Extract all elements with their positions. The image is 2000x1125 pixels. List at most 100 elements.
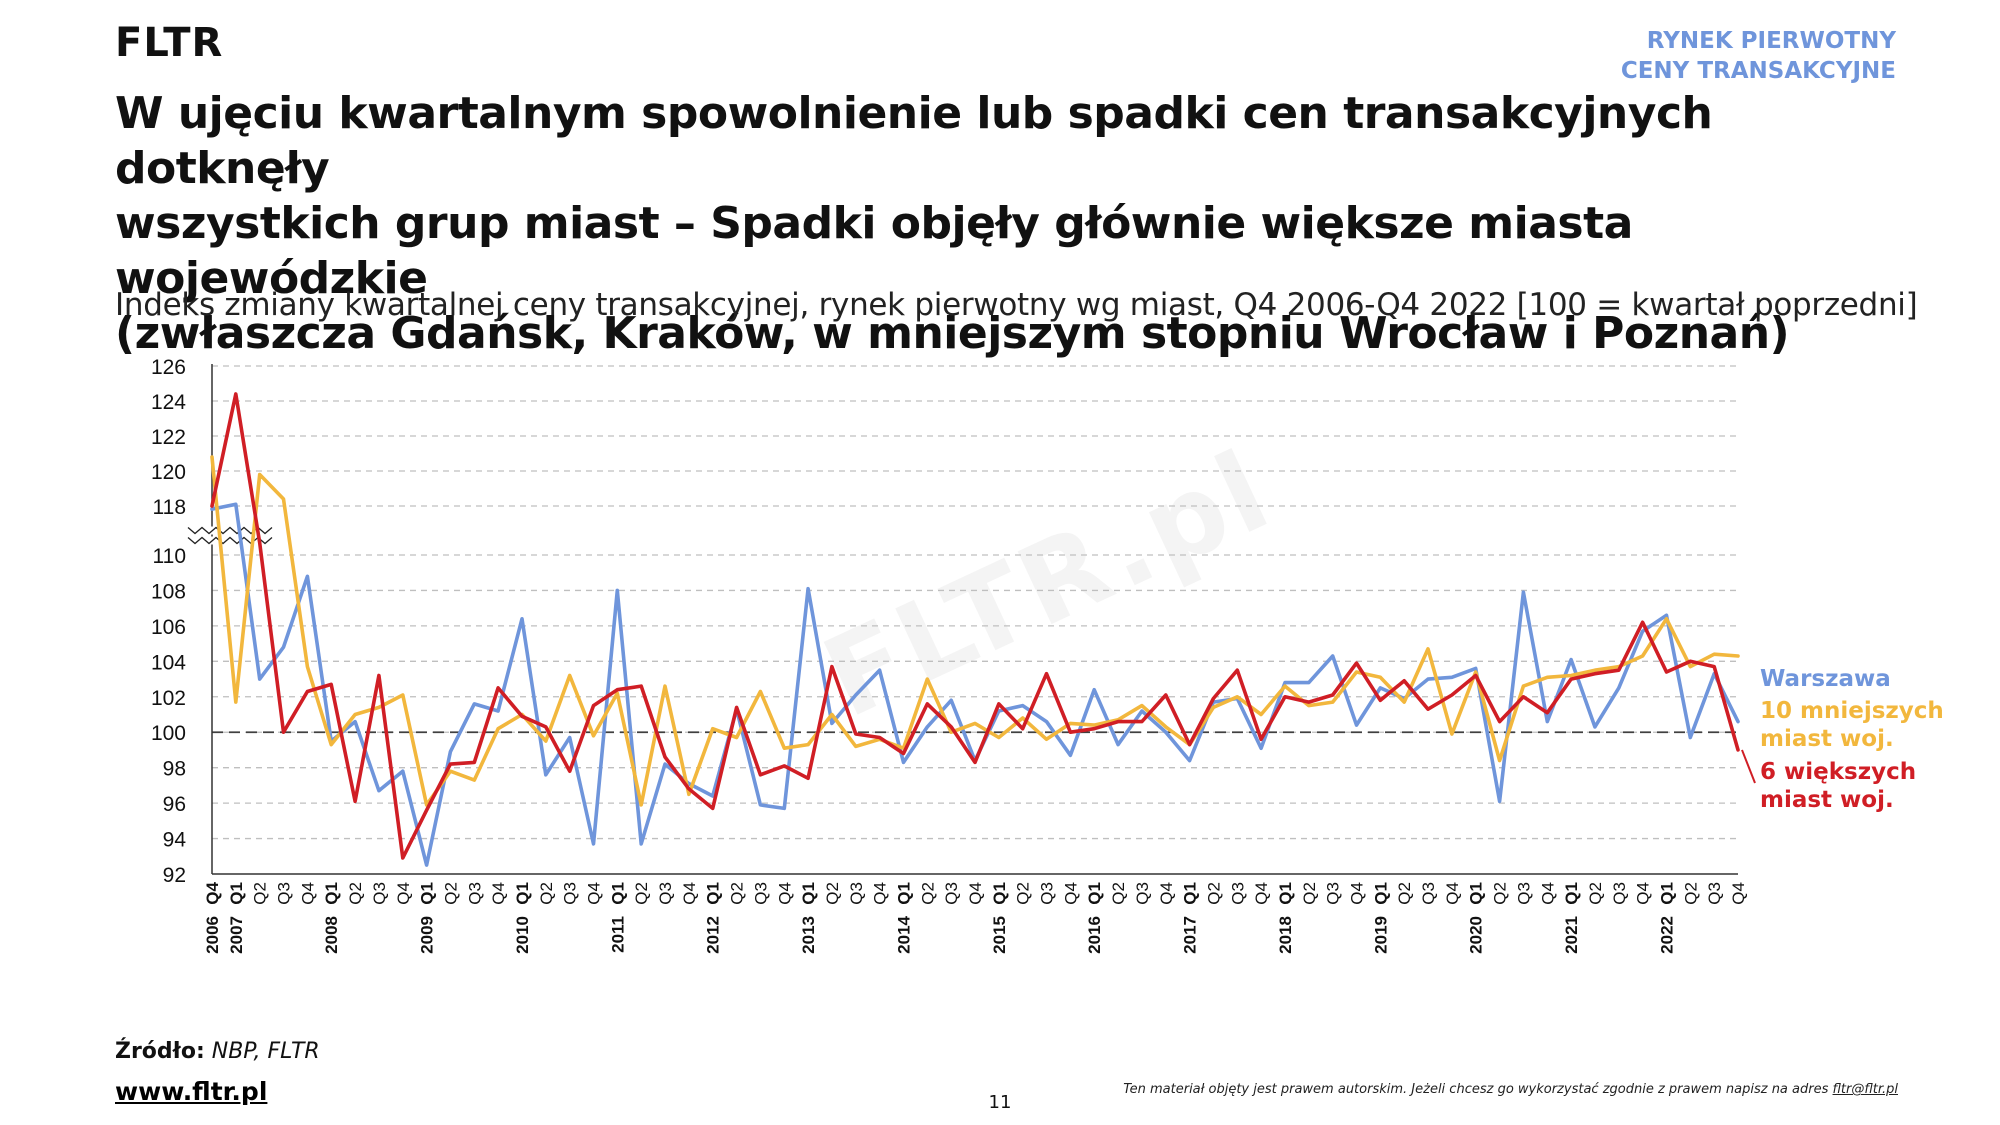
x-tick-label: Q4 [1538,882,1557,905]
series-line-mniejsze [210,455,1740,807]
y-tick-label: 92 [163,864,186,887]
x-year-label: 2018 [1276,916,1295,954]
x-tick-label: Q3 [1228,882,1247,905]
x-tick-label: Q3 [942,882,961,905]
source-label: Źródło: [115,1039,205,1064]
y-tick-label: 118 [153,496,186,519]
x-tick-label: Q1 [1181,882,1200,905]
x-tick-label: Q4 [1252,882,1271,905]
x-tick-label: Q4 [871,882,890,905]
x-tick-label: Q1 [1657,882,1676,905]
y-tick-label: 110 [153,545,186,568]
x-year-label: 2011 [608,916,627,953]
legend-wieksze: 6 większych miast woj. [1760,758,1916,814]
x-year-label: 2008 [322,916,341,954]
copyright-email[interactable]: fltr@fltr.pl [1832,1082,1898,1097]
source-text: NBP, FLTR [211,1039,320,1064]
x-tick-label: Q3 [1038,882,1057,905]
x-tick-label: Q4 [298,882,317,905]
x-tick-label: Q1 [322,882,341,905]
page-title-line1: W ujęciu kwartalnym spowolnienie lub spa… [115,88,1713,194]
axis-break-mask [186,536,274,545]
x-tick-label: Q1 [608,882,627,905]
series-line-warszawa [210,502,1740,867]
source-note: Źródło: NBP, FLTR [115,1039,320,1064]
x-tick-label: Q2 [632,882,651,905]
section-label-line2: CENY TRANSAKCYJNE [1620,58,1896,84]
x-tick-label: Q4 [1061,882,1080,905]
x-tick-label: Q4 [203,881,222,904]
y-tick-label: 96 [163,793,186,816]
x-year-label: 2017 [1181,916,1200,954]
x-tick-label: Q3 [1324,882,1343,905]
legend-wieksze-line2: miast woj. [1760,787,1894,813]
y-tick-label: 124 [151,391,186,414]
x-year-label: 2016 [1085,916,1104,954]
x-tick-label: Q2 [1204,882,1223,905]
x-tick-label: Q3 [275,882,294,905]
x-year-label: 2009 [418,916,437,954]
x-tick-label: Q3 [561,882,580,905]
x-year-label: 2019 [1371,916,1390,954]
x-year-label: 2012 [704,916,723,954]
copyright-text: Ten materiał objęty jest prawem autorski… [1123,1082,1829,1097]
x-tick-label: Q3 [1133,882,1152,905]
x-tick-label: Q1 [990,882,1009,905]
x-tick-label: Q1 [418,882,437,905]
x-tick-label: Q2 [823,882,842,905]
x-tick-label: Q4 [966,882,985,905]
x-tick-label: Q2 [1014,882,1033,905]
legend-mniejsze: 10 mniejszych miast woj. [1760,697,1944,753]
x-tick-label: Q4 [1157,882,1176,905]
x-tick-label: Q2 [537,882,556,905]
x-tick-label: Q3 [847,882,866,905]
website-link[interactable]: www.fltr.pl [115,1077,268,1106]
x-tick-label: Q2 [251,882,270,905]
x-tick-label: Q2 [1586,882,1605,905]
x-tick-label: Q2 [441,882,460,905]
page-title-line3: (zwłaszcza Gdańsk, Kraków, w mniejszym s… [115,308,1790,359]
x-tick-label: Q4 [585,882,604,905]
x-tick-label: Q3 [1610,882,1629,905]
x-year-label: 2022 [1657,916,1676,954]
x-tick-label: Q2 [1681,882,1700,905]
y-tick-label: 102 [151,687,186,710]
x-tick-label: Q4 [680,882,699,905]
x-tick-label: Q4 [489,882,508,905]
legend-warszawa: Warszawa [1760,666,1891,692]
x-tick-label: Q1 [227,882,246,905]
x-tick-label: Q3 [1514,882,1533,905]
x-tick-label: Q1 [1562,882,1581,905]
series-line-wieksze [210,392,1740,860]
x-tick-label: Q1 [704,882,723,905]
x-tick-label: Q2 [1300,882,1319,905]
x-year-label: 2013 [799,916,818,954]
x-tick-label: Q3 [370,882,389,905]
x-tick-label: Q4 [394,882,413,905]
x-tick-label: Q4 [1729,882,1748,905]
x-tick-label: Q1 [1467,882,1486,905]
legend-mniejsze-line1: 10 mniejszych [1760,698,1944,724]
x-tick-label: Q2 [1109,882,1128,905]
x-tick-label: Q1 [1276,882,1295,905]
x-tick-label: Q3 [465,882,484,905]
y-tick-label: 100 [151,722,186,745]
x-year-label: 2021 [1562,916,1581,954]
x-year-label: 2015 [990,916,1009,954]
brand-logo: FLTR [115,20,224,66]
legend-leader-wieksze [1741,749,1756,784]
x-tick-label: Q1 [1371,882,1390,905]
x-tick-label: Q4 [1443,882,1462,905]
x-tick-label: Q4 [1634,882,1653,905]
x-year-label: 2010 [513,916,532,954]
y-tick-label: 104 [151,651,186,674]
x-tick-label: Q2 [918,882,937,905]
x-year-label: 2014 [894,915,913,953]
x-year-label: 2006 [203,916,222,954]
x-tick-label: Q1 [513,882,532,905]
chart-subtitle: Indeks zmiany kwartalnej ceny transakcyj… [115,287,1918,323]
x-tick-label: Q4 [775,882,794,905]
page-title-line2: wszystkich grup miast – Spadki objęły gł… [115,198,1633,304]
x-year-label: 2007 [227,916,246,954]
